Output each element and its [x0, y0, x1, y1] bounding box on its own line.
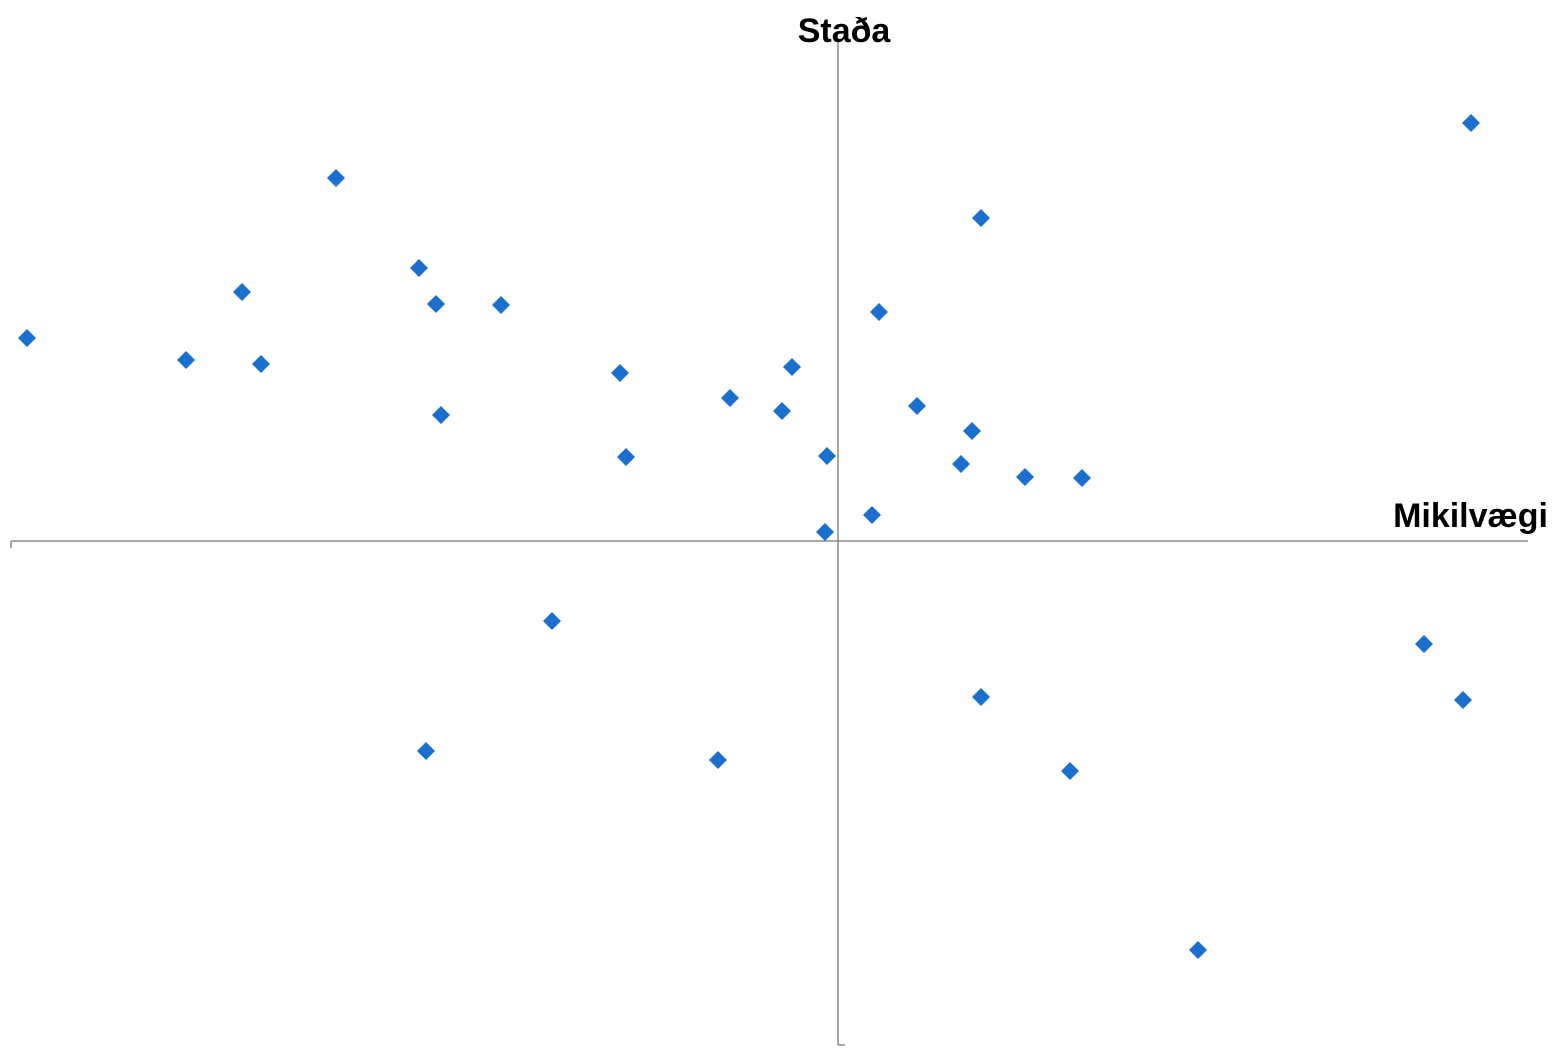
point	[177, 351, 195, 369]
y-axis-title: Staða	[798, 12, 892, 50]
point	[327, 169, 345, 187]
x-axis-title: Mikilvægi	[1393, 497, 1548, 535]
point	[870, 303, 888, 321]
point	[1073, 469, 1091, 487]
point	[773, 402, 791, 420]
point	[1189, 941, 1207, 959]
point	[611, 364, 629, 382]
point	[783, 358, 801, 376]
point	[963, 422, 981, 440]
point	[1454, 691, 1472, 709]
point	[908, 397, 926, 415]
point	[816, 523, 834, 541]
point	[1462, 114, 1480, 132]
point	[972, 688, 990, 706]
point	[972, 209, 990, 227]
point	[818, 447, 836, 465]
point	[252, 355, 270, 373]
point	[233, 283, 251, 301]
point	[1061, 762, 1079, 780]
point	[18, 329, 36, 347]
point	[863, 506, 881, 524]
point	[1016, 468, 1034, 486]
point	[952, 455, 970, 473]
point	[721, 389, 739, 407]
point	[709, 751, 727, 769]
point	[1415, 635, 1433, 653]
point	[432, 406, 450, 424]
point	[427, 295, 445, 313]
point	[417, 742, 435, 760]
point	[410, 259, 428, 277]
point	[543, 612, 561, 630]
point	[492, 296, 510, 314]
point	[617, 448, 635, 466]
